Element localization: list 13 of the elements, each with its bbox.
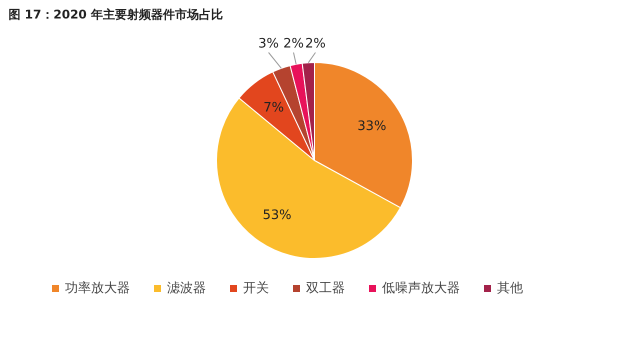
legend-label: 其他 — [497, 280, 523, 297]
data-label: 2% — [283, 36, 304, 52]
data-label: 53% — [262, 208, 292, 224]
data-label: 3% — [258, 36, 279, 52]
data-label: 7% — [263, 100, 284, 116]
data-label: 2% — [305, 36, 326, 52]
legend-label: 功率放大器 — [65, 280, 130, 297]
legend-label: 双工器 — [306, 280, 345, 297]
chart-title: 图 17：2020 年主要射频器件市场占比 — [8, 8, 223, 22]
legend-label: 低噪声放大器 — [382, 280, 460, 297]
legend-label: 滤波器 — [167, 280, 206, 297]
legend-label: 开关 — [243, 280, 269, 297]
data-label: 33% — [357, 119, 386, 134]
